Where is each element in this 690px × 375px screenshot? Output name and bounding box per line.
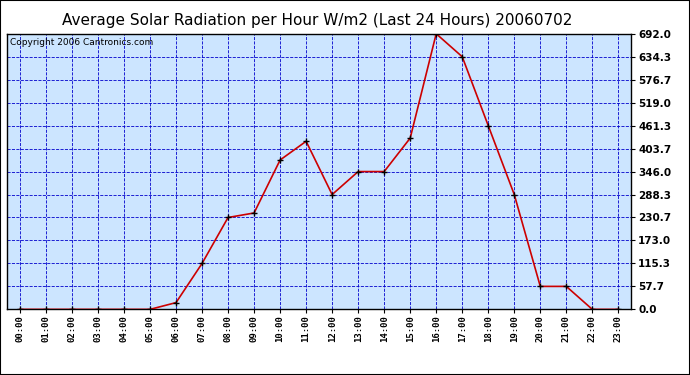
Text: Average Solar Radiation per Hour W/m2 (Last 24 Hours) 20060702: Average Solar Radiation per Hour W/m2 (L…	[62, 13, 573, 28]
Text: Copyright 2006 Cantronics.com: Copyright 2006 Cantronics.com	[10, 38, 153, 47]
